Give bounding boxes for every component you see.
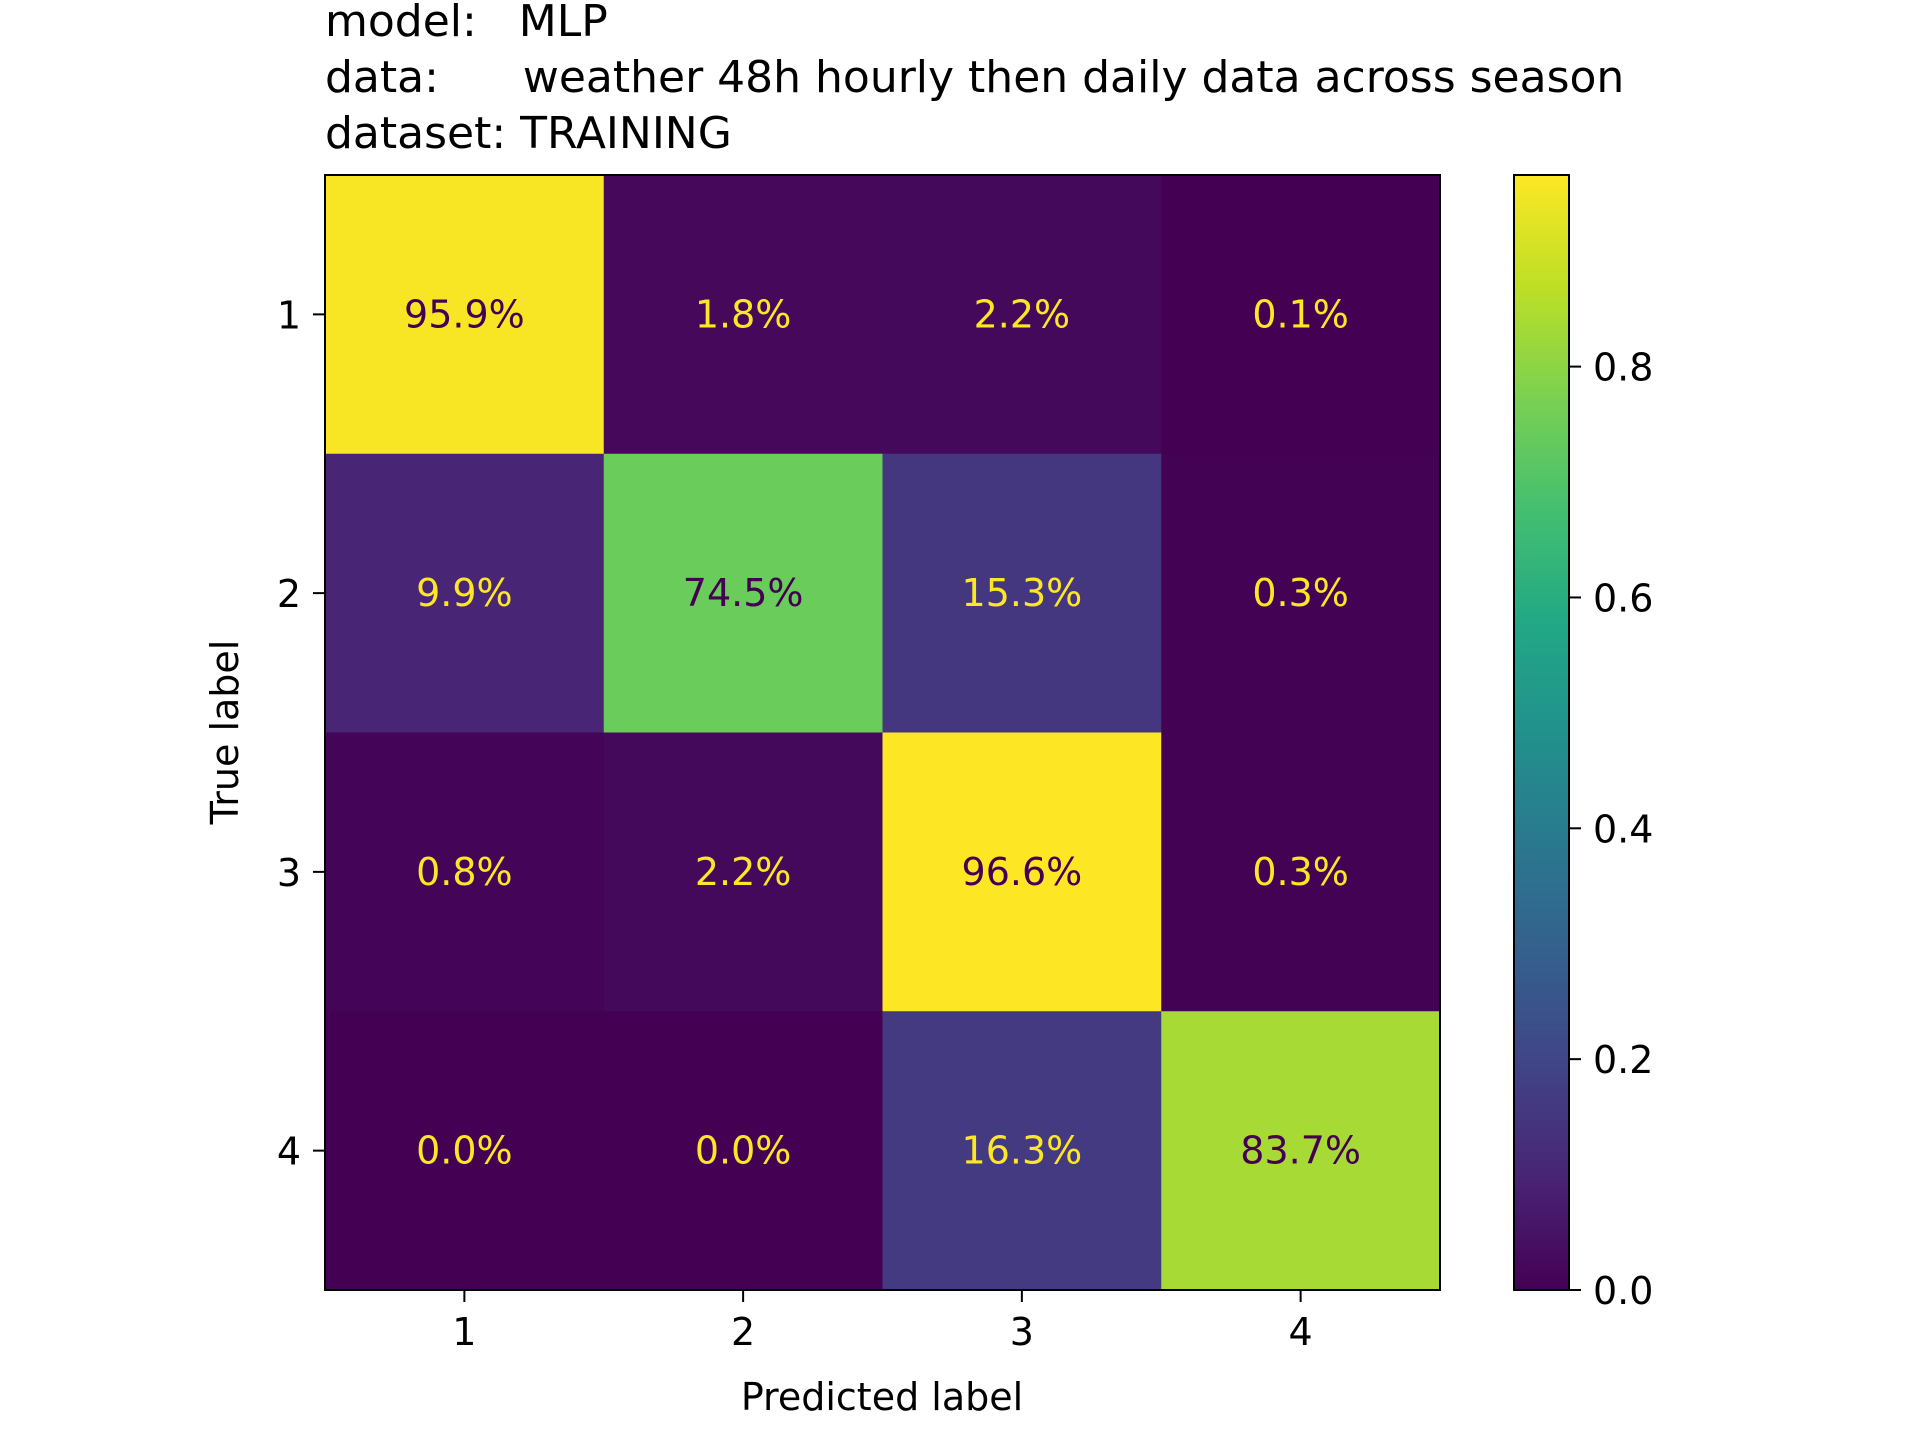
colorbar [1513, 174, 1570, 1291]
heatmap-cell-r2-c4 [1161, 453, 1441, 733]
colorbar-tick-label-2: 0.4 [1593, 807, 1653, 851]
y-tick-label-2: 2 [277, 572, 301, 616]
cell-label-r4-c4: 83.7% [1240, 1129, 1361, 1173]
heatmap-cell-r4-c2 [603, 1011, 883, 1291]
heatmap-cell-r1-c1 [325, 175, 605, 455]
colorbar-tick-label-4: 0.8 [1593, 346, 1653, 390]
cell-label-r4-c3: 16.3% [962, 1129, 1083, 1173]
x-axis-label: Predicted label [741, 1375, 1023, 1419]
cell-label-r4-c2: 0.0% [695, 1129, 792, 1173]
title-line-model: model: MLP [325, 0, 608, 47]
x-tick-label-1: 1 [452, 1310, 476, 1354]
heatmap-cell-r3-c1 [325, 732, 605, 1012]
colorbar-tick-label-0: 0.0 [1593, 1269, 1653, 1313]
cell-label-r3-c3: 96.6% [962, 850, 1083, 894]
cell-label-r1-c2: 1.8% [695, 292, 792, 336]
x-tick-label-3: 3 [1010, 1310, 1034, 1354]
heatmap-cell-r1-c4 [1161, 175, 1441, 455]
cell-label-r3-c4: 0.3% [1252, 850, 1349, 894]
heatmap-cell-r2-c3 [882, 453, 1162, 733]
plot-frame [324, 174, 1441, 1291]
y-axis-ticks: 1 2 3 4 [277, 293, 325, 1174]
heatmap-cell-r3-c3 [882, 732, 1162, 1012]
cell-label-r1-c1: 95.9% [404, 292, 525, 336]
heatmap-cell-r4-c4 [1161, 1011, 1441, 1291]
colorbar-ticks: 0.0 0.2 0.4 0.6 0.8 [1569, 346, 1653, 1313]
cell-label-r4-c1: 0.0% [416, 1129, 513, 1173]
heatmap-cells [325, 175, 1441, 1291]
title-line-data: data: weather 48h hourly then daily data… [325, 52, 1624, 103]
x-tick-label-4: 4 [1289, 1310, 1313, 1354]
x-axis-ticks: 1 2 3 4 [452, 1290, 1313, 1354]
heatmap-cell-labels: 95.9% 1.8% 2.2% 0.1% 9.9% 74.5% 15.3% 0.3% 0.8% 2… [404, 292, 1361, 1172]
heatmap-cell-r3-c2 [603, 732, 883, 1012]
x-tick-label-2: 2 [731, 1310, 755, 1354]
y-axis-label: True label [203, 640, 247, 826]
cell-label-r3-c1: 0.8% [416, 850, 513, 894]
cell-label-r1-c3: 2.2% [974, 292, 1071, 336]
heatmap-cell-r4-c3 [882, 1011, 1162, 1291]
heatmap-cell-r2-c2 [603, 453, 883, 733]
cell-label-r2-c2: 74.5% [683, 571, 804, 615]
y-tick-label-3: 3 [277, 851, 301, 895]
heatmap-cell-r3-c4 [1161, 732, 1441, 1012]
cell-label-r1-c4: 0.1% [1252, 292, 1349, 336]
heatmap-cell-r1-c2 [603, 175, 883, 455]
colorbar-tick-label-3: 0.6 [1593, 576, 1653, 620]
cell-label-r3-c2: 2.2% [695, 850, 792, 894]
title-line-dataset: dataset: TRAINING [325, 108, 732, 159]
colorbar-tick-label-1: 0.2 [1593, 1038, 1653, 1082]
chart-title: model: MLP data: weather 48h hourly then… [325, 0, 1624, 159]
y-tick-label-1: 1 [277, 293, 301, 337]
cell-label-r2-c3: 15.3% [962, 571, 1083, 615]
heatmap-cell-r1-c3 [882, 175, 1162, 455]
cell-label-r2-c4: 0.3% [1252, 571, 1349, 615]
cell-label-r2-c1: 9.9% [416, 571, 513, 615]
heatmap-cell-r2-c1 [325, 453, 605, 733]
heatmap-cell-r4-c1 [325, 1011, 605, 1291]
y-tick-label-4: 4 [277, 1130, 301, 1174]
